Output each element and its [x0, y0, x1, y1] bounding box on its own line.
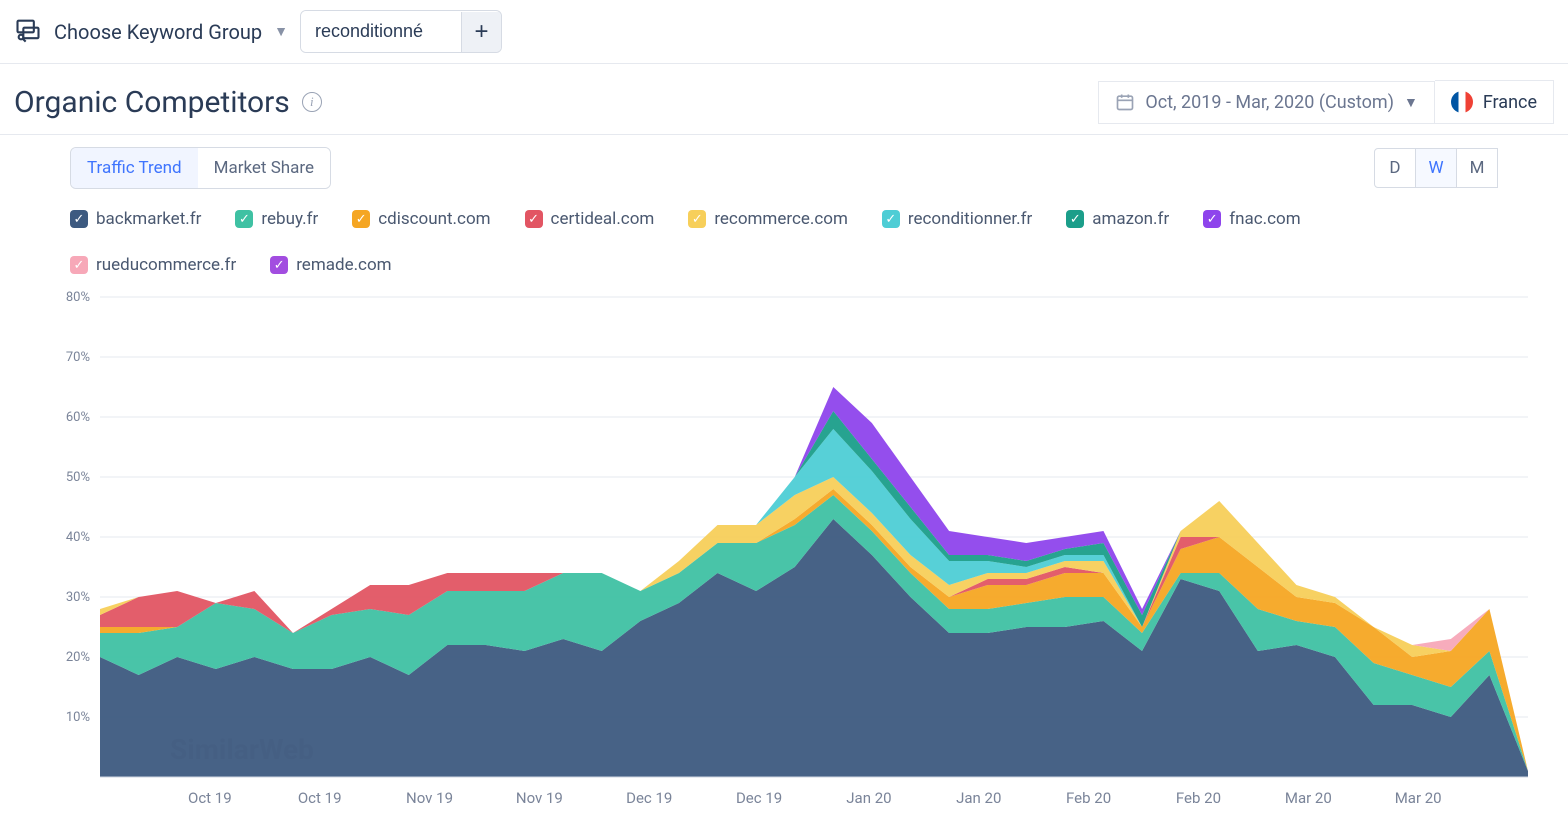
granularity-toggle: D W M [1375, 148, 1498, 188]
legend-item[interactable]: ✓ rebuy.fr [235, 209, 318, 229]
svg-text:50%: 50% [66, 470, 90, 485]
legend-label: reconditionner.fr [908, 209, 1032, 229]
svg-text:Dec 19: Dec 19 [626, 789, 672, 807]
legend-item[interactable]: ✓ rueducommerce.fr [70, 255, 236, 275]
legend-label: backmarket.fr [96, 209, 201, 229]
legend-item[interactable]: ✓ backmarket.fr [70, 209, 201, 229]
granularity-week[interactable]: W [1415, 148, 1457, 188]
svg-text:Mar 20: Mar 20 [1285, 789, 1332, 807]
legend-swatch-icon: ✓ [352, 210, 370, 228]
page-title-wrap: Organic Competitors i [14, 85, 322, 120]
legend-item[interactable]: ✓ cdiscount.com [352, 209, 490, 229]
legend-swatch-icon: ✓ [1203, 210, 1221, 228]
legend-label: cdiscount.com [378, 209, 490, 229]
legend-label: rueducommerce.fr [96, 255, 236, 275]
chart-legend: ✓ backmarket.fr ✓ rebuy.fr ✓ cdiscount.com ✓ ce… [0, 197, 1568, 281]
svg-text:Feb 20: Feb 20 [1176, 789, 1221, 807]
legend-label: rebuy.fr [261, 209, 318, 229]
tab-traffic-trend[interactable]: Traffic Trend [71, 148, 198, 188]
view-tabs: Traffic Trend Market Share [70, 147, 331, 189]
svg-text:Jan 20: Jan 20 [956, 789, 1001, 807]
traffic-trend-chart: 10% 20% 30% 40% 50% 60% 70% 80% Oct 19 Oct 19 Nov … [30, 287, 1538, 817]
legend-item[interactable]: ✓ certideal.com [525, 209, 655, 229]
legend-swatch-icon: ✓ [525, 210, 543, 228]
date-range-picker[interactable]: Oct, 2019 - Mar, 2020 (Custom) ▼ [1098, 81, 1435, 124]
country-picker[interactable]: France [1435, 80, 1554, 124]
legend-label: certideal.com [551, 209, 655, 229]
svg-text:Nov 19: Nov 19 [406, 789, 453, 807]
country-label: France [1483, 92, 1537, 113]
granularity-month[interactable]: M [1456, 148, 1498, 188]
legend-swatch-icon: ✓ [270, 256, 288, 274]
keyword-input-wrap: + [300, 10, 502, 53]
svg-text:10%: 10% [66, 710, 90, 725]
legend-label: fnac.com [1229, 209, 1300, 229]
svg-text:40%: 40% [66, 530, 90, 545]
svg-text:Oct 19: Oct 19 [298, 789, 342, 807]
svg-text:70%: 70% [66, 350, 90, 365]
svg-text:Mar 20: Mar 20 [1395, 789, 1442, 807]
legend-item[interactable]: ✓ fnac.com [1203, 209, 1300, 229]
choose-keyword-group-dropdown[interactable]: Choose Keyword Group ▼ [54, 20, 288, 44]
legend-swatch-icon: ✓ [70, 256, 88, 274]
legend-item[interactable]: ✓ reconditionner.fr [882, 209, 1032, 229]
tab-market-share[interactable]: Market Share [198, 148, 330, 188]
svg-text:60%: 60% [66, 410, 90, 425]
page-header: Organic Competitors i Oct, 2019 - Mar, 2… [0, 64, 1568, 135]
svg-text:30%: 30% [66, 590, 90, 605]
legend-label: remade.com [296, 255, 391, 275]
chevron-down-icon: ▼ [1404, 94, 1418, 111]
keyword-input[interactable] [301, 11, 461, 52]
svg-text:SimilarWeb: SimilarWeb [170, 733, 314, 766]
legend-label: amazon.fr [1092, 209, 1169, 229]
info-icon[interactable]: i [302, 92, 322, 112]
legend-item[interactable]: ✓ recommerce.com [688, 209, 848, 229]
legend-swatch-icon: ✓ [1066, 210, 1084, 228]
svg-text:80%: 80% [66, 290, 90, 305]
chart-area: 10% 20% 30% 40% 50% 60% 70% 80% Oct 19 Oct 19 Nov … [0, 281, 1568, 817]
svg-text:Jan 20: Jan 20 [846, 789, 891, 807]
svg-text:Nov 19: Nov 19 [516, 789, 563, 807]
granularity-day[interactable]: D [1374, 148, 1416, 188]
add-keyword-button[interactable]: + [461, 12, 501, 52]
legend-swatch-icon: ✓ [70, 210, 88, 228]
flag-france-icon [1451, 91, 1473, 113]
svg-text:Oct 19: Oct 19 [188, 789, 232, 807]
legend-item[interactable]: ✓ amazon.fr [1066, 209, 1169, 229]
keyword-icon [14, 16, 42, 48]
svg-text:Dec 19: Dec 19 [736, 789, 782, 807]
calendar-icon [1115, 92, 1135, 112]
legend-item[interactable]: ✓ remade.com [270, 255, 391, 275]
legend-swatch-icon: ✓ [882, 210, 900, 228]
legend-label: recommerce.com [714, 209, 848, 229]
page-title: Organic Competitors [14, 85, 290, 120]
legend-swatch-icon: ✓ [235, 210, 253, 228]
svg-text:Feb 20: Feb 20 [1066, 789, 1111, 807]
header-right: Oct, 2019 - Mar, 2020 (Custom) ▼ France [1098, 80, 1554, 124]
legend-swatch-icon: ✓ [688, 210, 706, 228]
date-range-label: Oct, 2019 - Mar, 2020 (Custom) [1145, 92, 1394, 113]
keyword-toolbar: Choose Keyword Group ▼ + [0, 0, 1568, 64]
svg-text:20%: 20% [66, 650, 90, 665]
chevron-down-icon: ▼ [274, 23, 288, 40]
choose-keyword-group-label: Choose Keyword Group [54, 20, 262, 44]
chart-controls: Traffic Trend Market Share D W M [0, 135, 1568, 197]
